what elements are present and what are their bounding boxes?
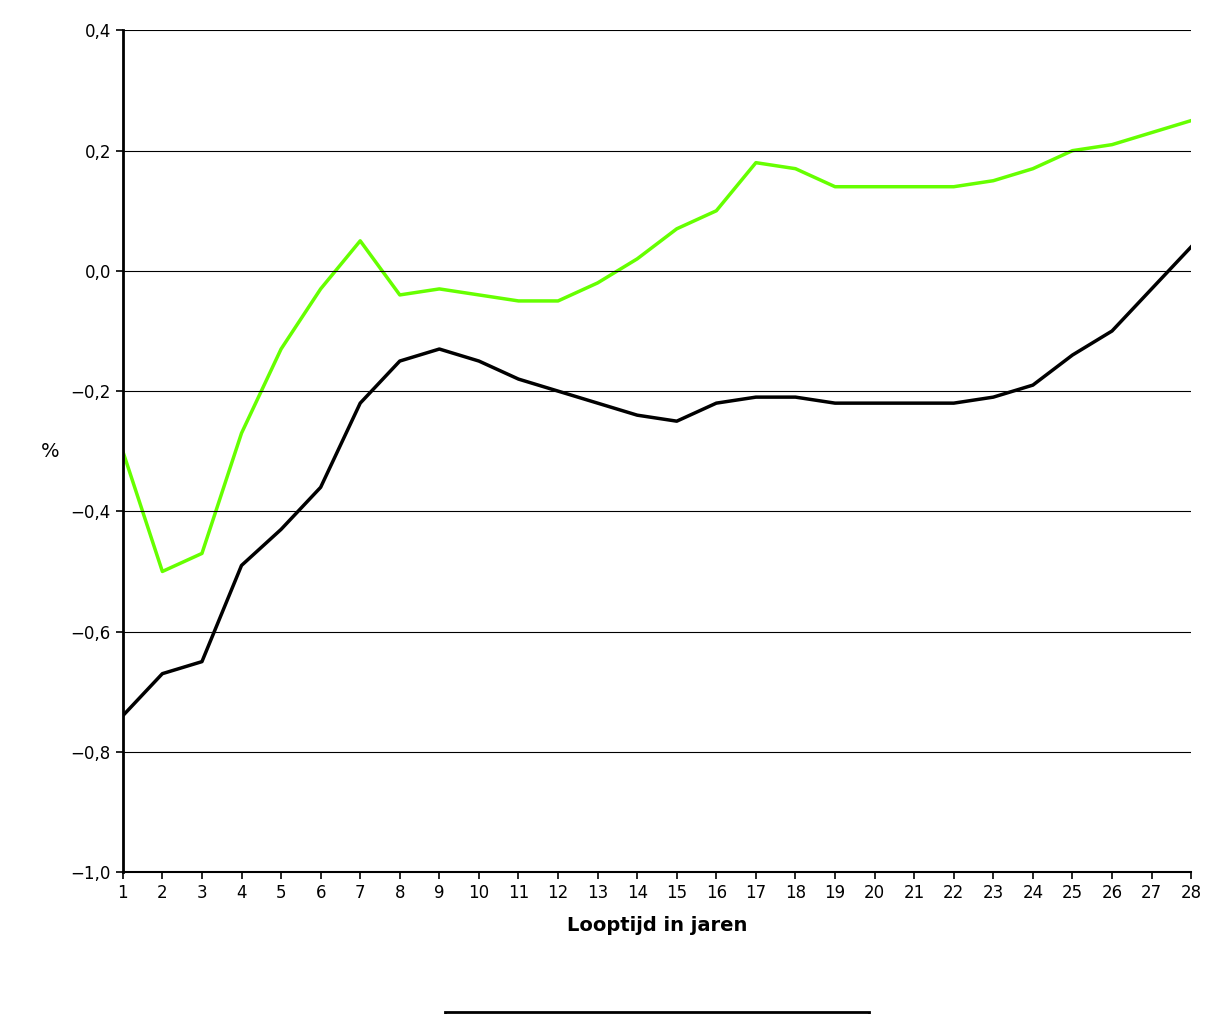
Line: Spread staat – swap 31-12-2009: Spread staat – swap 31-12-2009 xyxy=(123,121,1191,572)
Spread staat – swap 31-12-2009 xyxy=(986,174,1001,187)
Spread staat – swap 31-12-2010 xyxy=(906,397,921,410)
Spread staat – swap 31-12-2009 xyxy=(432,283,447,295)
X-axis label: Looptijd in jaren: Looptijd in jaren xyxy=(567,916,747,935)
Spread staat – swap 31-12-2009 xyxy=(274,343,289,355)
Spread staat – swap 31-12-2009 xyxy=(788,162,803,174)
Spread staat – swap 31-12-2010 xyxy=(591,397,605,410)
Spread staat – swap 31-12-2010 xyxy=(274,523,289,535)
Line: Spread staat – swap 31-12-2010: Spread staat – swap 31-12-2010 xyxy=(123,246,1191,716)
Spread staat – swap 31-12-2009 xyxy=(867,180,882,193)
Spread staat – swap 31-12-2009 xyxy=(550,295,565,307)
Spread staat – swap 31-12-2010 xyxy=(986,391,1001,404)
Spread staat – swap 31-12-2009 xyxy=(393,289,408,301)
Spread staat – swap 31-12-2009 xyxy=(749,156,764,168)
Spread staat – swap 31-12-2010 xyxy=(630,409,645,421)
Spread staat – swap 31-12-2009 xyxy=(115,445,130,457)
Spread staat – swap 31-12-2010 xyxy=(749,391,764,404)
Spread staat – swap 31-12-2009 xyxy=(591,277,605,289)
Spread staat – swap 31-12-2010 xyxy=(1065,349,1079,361)
Spread staat – swap 31-12-2010 xyxy=(788,391,803,404)
Spread staat – swap 31-12-2010 xyxy=(1144,283,1159,295)
Spread staat – swap 31-12-2010 xyxy=(194,655,209,667)
Spread staat – swap 31-12-2009 xyxy=(1144,127,1159,139)
Spread staat – swap 31-12-2009 xyxy=(947,180,962,193)
Spread staat – swap 31-12-2009 xyxy=(669,223,684,235)
Y-axis label: %: % xyxy=(41,442,59,460)
Spread staat – swap 31-12-2010 xyxy=(393,355,408,367)
Spread staat – swap 31-12-2009 xyxy=(906,180,921,193)
Spread staat – swap 31-12-2009 xyxy=(709,205,723,217)
Spread staat – swap 31-12-2010 xyxy=(472,355,486,367)
Spread staat – swap 31-12-2010 xyxy=(1184,240,1199,252)
Spread staat – swap 31-12-2010 xyxy=(550,385,565,397)
Spread staat – swap 31-12-2010 xyxy=(352,397,367,410)
Spread staat – swap 31-12-2009 xyxy=(1184,115,1199,127)
Spread staat – swap 31-12-2010 xyxy=(313,482,328,494)
Spread staat – swap 31-12-2009 xyxy=(472,289,486,301)
Spread staat – swap 31-12-2009 xyxy=(352,234,367,246)
Spread staat – swap 31-12-2010 xyxy=(828,397,842,410)
Spread staat – swap 31-12-2010 xyxy=(867,397,882,410)
Spread staat – swap 31-12-2009 xyxy=(511,295,526,307)
Spread staat – swap 31-12-2010 xyxy=(709,397,723,410)
Spread staat – swap 31-12-2009 xyxy=(313,283,328,295)
Spread staat – swap 31-12-2010 xyxy=(432,343,447,355)
Spread staat – swap 31-12-2009 xyxy=(194,548,209,560)
Spread staat – swap 31-12-2010 xyxy=(947,397,962,410)
Spread staat – swap 31-12-2009 xyxy=(630,252,645,265)
Spread staat – swap 31-12-2009 xyxy=(1065,145,1079,157)
Spread staat – swap 31-12-2009 xyxy=(828,180,842,193)
Spread staat – swap 31-12-2010 xyxy=(235,560,249,572)
Spread staat – swap 31-12-2009 xyxy=(1025,162,1040,174)
Spread staat – swap 31-12-2010 xyxy=(115,710,130,722)
Spread staat – swap 31-12-2009 xyxy=(155,566,169,578)
Spread staat – swap 31-12-2010 xyxy=(1105,324,1120,337)
Legend: Spread staat – swap 31-12-2009, Spread staat – swap 31-12-2010: Spread staat – swap 31-12-2009, Spread s… xyxy=(445,1012,869,1014)
Spread staat – swap 31-12-2009 xyxy=(235,427,249,439)
Spread staat – swap 31-12-2010 xyxy=(1025,379,1040,391)
Spread staat – swap 31-12-2010 xyxy=(511,373,526,385)
Spread staat – swap 31-12-2010 xyxy=(155,667,169,679)
Spread staat – swap 31-12-2009 xyxy=(1105,139,1120,151)
Spread staat – swap 31-12-2010 xyxy=(669,415,684,427)
